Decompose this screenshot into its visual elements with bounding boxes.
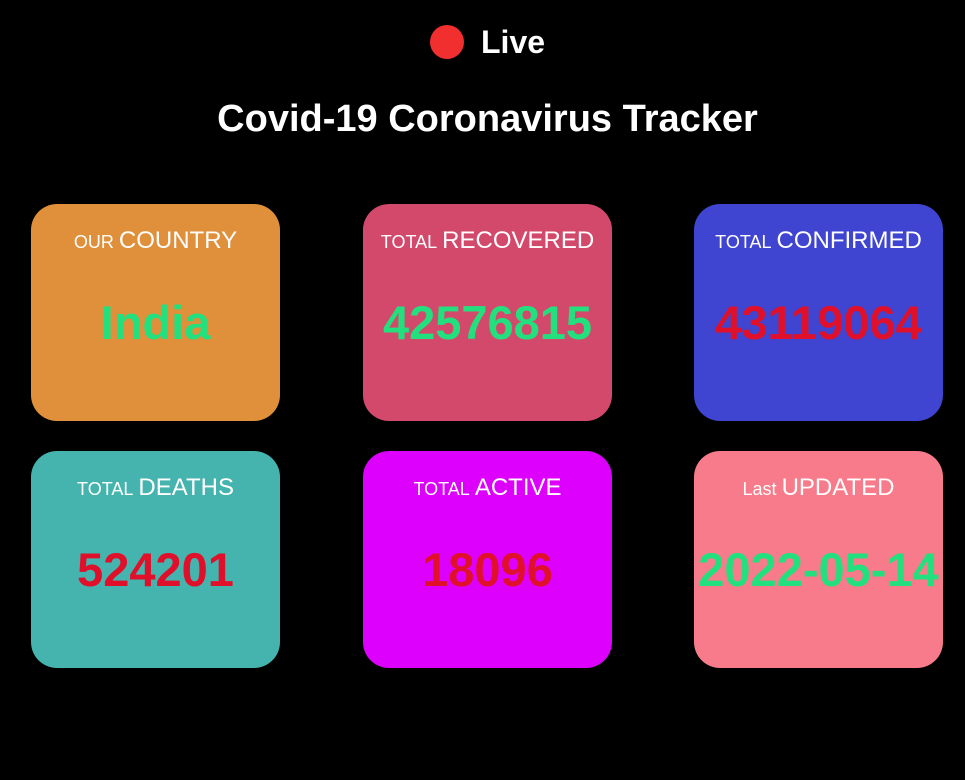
card-value: 18096	[422, 543, 553, 596]
card-label-small: TOTAL	[380, 232, 438, 252]
card-label-main: DEATHS	[138, 474, 234, 501]
card-label-main: RECOVERED	[442, 227, 595, 254]
live-dot-icon	[430, 25, 464, 59]
card-value: 2022-05-14	[698, 543, 939, 596]
card-last-updated: Last UPDATED 2022-05-14	[694, 451, 943, 668]
card-value: 43119064	[715, 296, 922, 349]
card-label: TOTAL ACTIVE	[363, 474, 612, 502]
card-total-recovered: TOTAL RECOVERED 42576815	[363, 204, 612, 421]
page-title: Covid-19 Coronavirus Tracker	[217, 98, 758, 140]
card-label-main: CONFIRMED	[776, 227, 922, 254]
card-label-small: OUR	[73, 232, 114, 252]
card-value: India	[100, 296, 211, 349]
card-label-small: Last	[742, 479, 777, 499]
card-label-small: TOTAL	[413, 479, 470, 499]
card-value: 524201	[77, 543, 234, 596]
card-label: TOTAL RECOVERED	[363, 227, 612, 255]
live-label: Live	[481, 23, 546, 60]
card-total-deaths: TOTAL DEATHS 524201	[31, 451, 280, 668]
card-label-main: ACTIVE	[474, 474, 562, 501]
card-label: TOTAL CONFIRMED	[694, 227, 943, 255]
card-label-small: TOTAL	[77, 479, 134, 499]
card-total-confirmed: TOTAL CONFIRMED 43119064	[694, 204, 943, 421]
card-label-small: TOTAL	[715, 232, 772, 252]
card-label: OUR COUNTRY	[31, 227, 280, 255]
card-total-active: TOTAL ACTIVE 18096	[363, 451, 612, 668]
card-label-main: UPDATED	[781, 474, 895, 501]
card-country: OUR COUNTRY India	[31, 204, 280, 421]
card-value: 42576815	[382, 296, 593, 349]
card-label: TOTAL DEATHS	[31, 474, 280, 502]
card-label: Last UPDATED	[694, 474, 943, 502]
live-indicator: Live	[430, 24, 545, 60]
card-label-main: COUNTRY	[118, 227, 238, 254]
